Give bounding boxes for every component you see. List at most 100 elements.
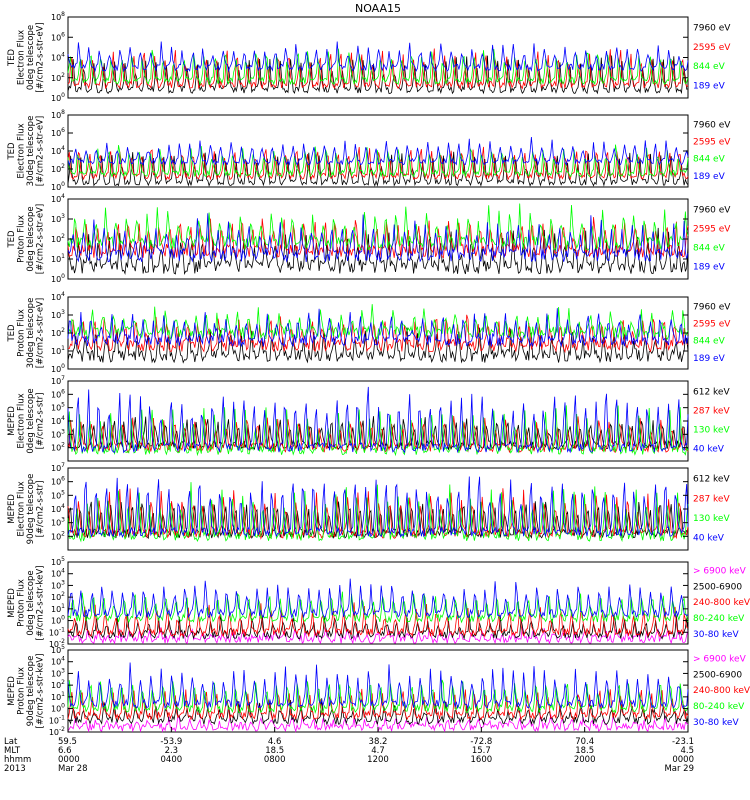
series-line-240-800-kev	[67, 688, 689, 721]
legend-entry: 80-240 keV	[693, 614, 745, 624]
y-tick-label: 105	[51, 556, 65, 567]
panel-3: 100 101 102 103 104 TEDProton Flux0deg telesc…	[7, 193, 731, 284]
y-tick-label: 106	[51, 127, 65, 138]
legend-entry: 844 eV	[693, 337, 726, 347]
x-info-row-label: MLT	[4, 746, 21, 756]
y-tick-label: 108	[51, 109, 65, 120]
y-tick-label: 104	[51, 145, 65, 156]
series-line-80-240-kev	[67, 679, 689, 715]
y-tick-label: 103	[51, 213, 65, 224]
x-info-value-lat: 38.2	[369, 737, 388, 747]
y-tick-label: 100	[51, 273, 65, 284]
legend-entry: > 6900 keV	[693, 655, 747, 665]
legend-entry: 189 eV	[693, 81, 726, 91]
y-tick-label: 102	[51, 233, 65, 244]
series-line-189-ev	[67, 213, 689, 263]
y-tick-label: 104	[51, 193, 65, 204]
y-tick-label: 10-1	[49, 714, 65, 725]
legend-entry: 2595 eV	[693, 138, 731, 148]
legend-entry: 240-800 keV	[693, 598, 750, 608]
series-line-2500-6900	[67, 698, 689, 726]
legend-entry: 80-240 keV	[693, 702, 745, 712]
y-tick-label: 10-2	[49, 638, 65, 649]
legend-entry: 7960 eV	[693, 24, 731, 34]
legend-entry: 40 keV	[693, 533, 725, 543]
legend-entry: 30-80 keV	[693, 630, 739, 640]
x-info-value-hhmm: 1200	[367, 755, 389, 765]
series-line-40-kev	[67, 386, 689, 454]
legend-entry: 130 keV	[693, 514, 730, 524]
y-tick-label: 101	[51, 253, 65, 264]
y-tick-label: 104	[51, 52, 65, 63]
y-axis-label: TEDProton Flux0deg telescope[#/cm2-s-str…	[7, 204, 46, 274]
legend-entry: 2595 eV	[693, 225, 731, 235]
legend-entry: 7960 eV	[693, 205, 731, 215]
legend-entry: 2595 eV	[693, 320, 731, 330]
series-line-80-240-kev	[67, 591, 689, 624]
x-info-value-hhmm: 0800	[264, 755, 286, 765]
x-info-row-label: 2013	[4, 764, 26, 774]
panel-1: 100 102 104 106 108 TEDElectron Flux0deg tele…	[7, 11, 731, 103]
panel-5: 102 103 104 105 106 107 MEPEDElectron Flux0deg…	[7, 375, 730, 462]
legend-entry: 7960 eV	[693, 302, 731, 312]
x-info-value-lat: 4.6	[268, 737, 282, 747]
panel-4: 100 101 102 103 104 TEDProton Flux30deg teles…	[7, 291, 731, 374]
legend-entry: 844 eV	[693, 244, 726, 254]
legend-entry: 30-80 keV	[693, 718, 739, 728]
legend-entry: 844 eV	[693, 155, 726, 165]
y-tick-label: 102	[51, 163, 65, 174]
x-info-value-mlt: 6.6	[58, 746, 72, 756]
x-info-value-hhmm: 1600	[471, 755, 493, 765]
series-line-189-ev	[67, 41, 689, 73]
legend-entry: 844 eV	[693, 62, 726, 72]
series-line-30-80-kev	[67, 578, 689, 620]
y-tick-label: 100	[51, 181, 65, 192]
x-info-value-date: Mar 28	[58, 764, 88, 774]
series-line-40-kev	[67, 476, 689, 538]
legend-entry: 612 keV	[693, 387, 730, 397]
x-info-value-mlt: 18.5	[575, 746, 594, 756]
y-tick-label: 101	[51, 603, 65, 614]
x-info-value-hhmm: 0400	[161, 755, 183, 765]
legend-entry: 2595 eV	[693, 43, 731, 53]
series-line-7960-ev	[67, 327, 689, 364]
y-tick-label: 105	[51, 489, 65, 500]
y-tick-label: 102	[51, 679, 65, 690]
y-tick-label: 104	[51, 568, 65, 579]
legend-entry: 130 keV	[693, 426, 730, 436]
series-line-130-kev	[67, 405, 689, 457]
legend-entry: 7960 eV	[693, 120, 731, 130]
y-tick-label: 107	[51, 462, 65, 473]
y-tick-label: 106	[51, 388, 65, 399]
series-line-844-ev	[67, 48, 689, 86]
series-line-844-ev	[67, 203, 689, 252]
y-tick-label: 104	[51, 656, 65, 667]
y-axis-label: TEDElectron Flux30deg telescope[#/cm2-s-…	[7, 116, 46, 187]
y-tick-label: 102	[51, 530, 65, 541]
x-info-value-hhmm: 0000	[672, 755, 694, 765]
y-tick-label: 104	[51, 291, 65, 302]
y-tick-label: 107	[51, 375, 65, 386]
y-tick-label: 104	[51, 503, 65, 514]
y-tick-label: 102	[51, 327, 65, 338]
y-tick-label: 100	[51, 92, 65, 103]
y-tick-label: 101	[51, 691, 65, 702]
legend-entry: 189 eV	[693, 354, 726, 364]
x-info-value-mlt: 15.7	[472, 746, 491, 756]
chart-title: NOAA15	[355, 2, 401, 15]
legend-entry: 240-800 keV	[693, 686, 750, 696]
series-line-7960-ev	[67, 55, 689, 95]
legend-entry: 189 eV	[693, 263, 726, 273]
legend-entry: > 6900 keV	[693, 567, 747, 577]
y-tick-label: 100	[51, 615, 65, 626]
x-info-value-lat: -23.1	[672, 737, 694, 747]
legend-entry: 612 keV	[693, 475, 730, 485]
series-line-189-ev	[67, 136, 689, 167]
y-axis-label: MEPEDElectron Flux90deg telescope[#/cm2-…	[7, 474, 46, 545]
x-info-row-label: Lat	[4, 737, 18, 747]
legend-entry: 287 keV	[693, 494, 730, 504]
